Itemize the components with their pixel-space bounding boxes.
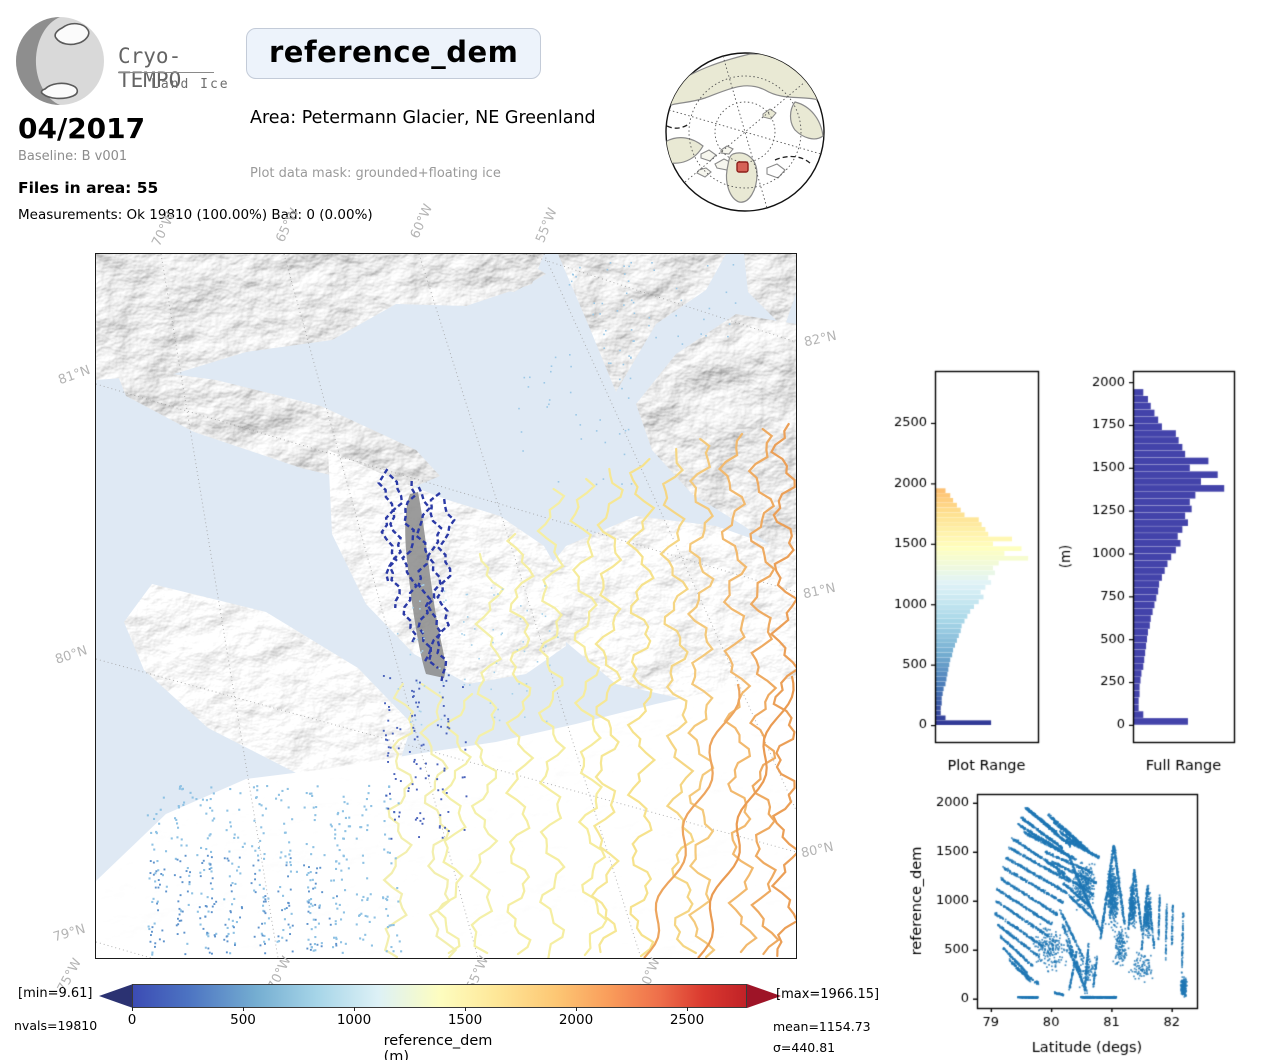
satellite-track xyxy=(769,422,801,958)
track-speckles xyxy=(149,854,338,956)
map-land-center xyxy=(124,450,796,786)
satellite-track xyxy=(697,675,795,959)
colorbar-tick-label: 0 xyxy=(127,1012,137,1028)
colorbar-tick xyxy=(132,1007,133,1011)
logo-globe-icon xyxy=(16,17,104,105)
logo-title: Cryo-TEMPO xyxy=(118,44,182,92)
map-ice-sheet xyxy=(96,678,796,958)
plot-mask-label: Plot data mask: grounded+floating ice xyxy=(250,166,501,181)
satellite-track xyxy=(436,692,474,955)
satellite-track xyxy=(747,427,780,956)
measurements-label: Measurements: Ok 19810 (100.00%) Bad: 0 … xyxy=(18,207,373,223)
logo-subtitle: Land Ice xyxy=(151,77,230,92)
plot-range-histogram xyxy=(865,355,1050,775)
variable-title-box: reference_dem xyxy=(246,28,542,79)
satellite-track xyxy=(536,487,567,960)
colorbar-tick xyxy=(465,1007,466,1011)
globe-inset xyxy=(665,52,825,212)
colorbar-tick-label: 2500 xyxy=(669,1012,705,1028)
files-count-label: Files in area: 55 xyxy=(18,179,159,197)
latitude-label: 82°N xyxy=(802,328,838,351)
map-land-north xyxy=(96,254,796,564)
colorbar-tick-label: 1500 xyxy=(447,1012,483,1028)
track-speckles xyxy=(518,347,633,486)
latitude-label: 80°N xyxy=(799,839,835,862)
satellite-track-low-elevation xyxy=(401,480,418,643)
satellite-track xyxy=(569,477,608,957)
track-speckles xyxy=(382,674,468,840)
satellite-track xyxy=(686,437,716,959)
mean-label: mean=1154.73 xyxy=(773,1019,871,1034)
satellite-track-low-elevation xyxy=(415,486,433,663)
colorbar-tick-label: 500 xyxy=(230,1012,256,1028)
satellite-track xyxy=(418,682,458,959)
colorbar-tick-label: 1000 xyxy=(336,1012,372,1028)
map-petermann-fjord xyxy=(405,492,446,678)
satellite-track xyxy=(504,532,535,956)
nvals-label: nvals=19810 xyxy=(14,1018,98,1033)
cryo-tempo-logo: Cryo-TEMPO Land Ice xyxy=(12,8,242,118)
area-label: Area: Petermann Glacier, NE Greenland xyxy=(250,108,596,128)
colorbar-over-arrow xyxy=(747,984,781,1008)
latitude-label: 80°N xyxy=(53,643,90,668)
colorbar-tick xyxy=(576,1007,577,1011)
colorbar-max-label: [max=1966.15] xyxy=(776,987,880,1002)
satellite-track-low-elevation xyxy=(377,468,398,582)
track-speckles xyxy=(568,261,737,345)
colorbar-tick xyxy=(687,1007,688,1011)
map-svg xyxy=(95,253,801,960)
full-range-histogram xyxy=(1050,355,1245,775)
baseline-label: Baseline: B v001 xyxy=(18,149,128,164)
colorbar-tick xyxy=(243,1007,244,1011)
sigma-label: σ=440.81 xyxy=(773,1040,836,1055)
longitude-label: 60°W xyxy=(407,202,437,241)
longitude-label: 55°W xyxy=(533,206,561,245)
satellite-track-low-elevation xyxy=(426,492,443,669)
satellite-track xyxy=(659,447,697,955)
satellite-track xyxy=(625,457,657,958)
latitude-scatter-plot xyxy=(895,770,1225,1060)
map-panel xyxy=(95,253,801,960)
globe-landmasses xyxy=(666,53,824,209)
colorbar-axis-label: reference_dem (m) xyxy=(383,1033,493,1060)
globe-location-marker xyxy=(736,161,749,173)
track-speckles xyxy=(396,584,559,726)
latitude-label: 79°N xyxy=(51,921,88,946)
variable-title: reference_dem xyxy=(269,35,519,69)
satellite-track xyxy=(469,552,505,955)
latitude-label: 81°N xyxy=(56,362,93,389)
colorbar-tick-label: 2000 xyxy=(558,1012,594,1028)
globe-graticule xyxy=(668,55,822,209)
satellite-track-low-elevation xyxy=(436,498,456,682)
map-tracks-layer xyxy=(146,261,801,960)
logo-divider xyxy=(118,72,214,73)
latitude-label: 81°N xyxy=(801,580,837,603)
colorbar-gradient xyxy=(132,984,747,1008)
colorbar-under-arrow xyxy=(99,984,133,1008)
colorbar-min-label: [min=9.61] xyxy=(18,986,93,1001)
track-speckles xyxy=(146,784,403,956)
colorbar-tick xyxy=(354,1007,355,1011)
date-label: 04/2017 xyxy=(18,112,146,145)
satellite-track xyxy=(717,432,758,954)
satellite-track-low-elevation xyxy=(388,474,404,609)
satellite-track xyxy=(643,683,741,959)
satellite-track xyxy=(590,467,624,954)
